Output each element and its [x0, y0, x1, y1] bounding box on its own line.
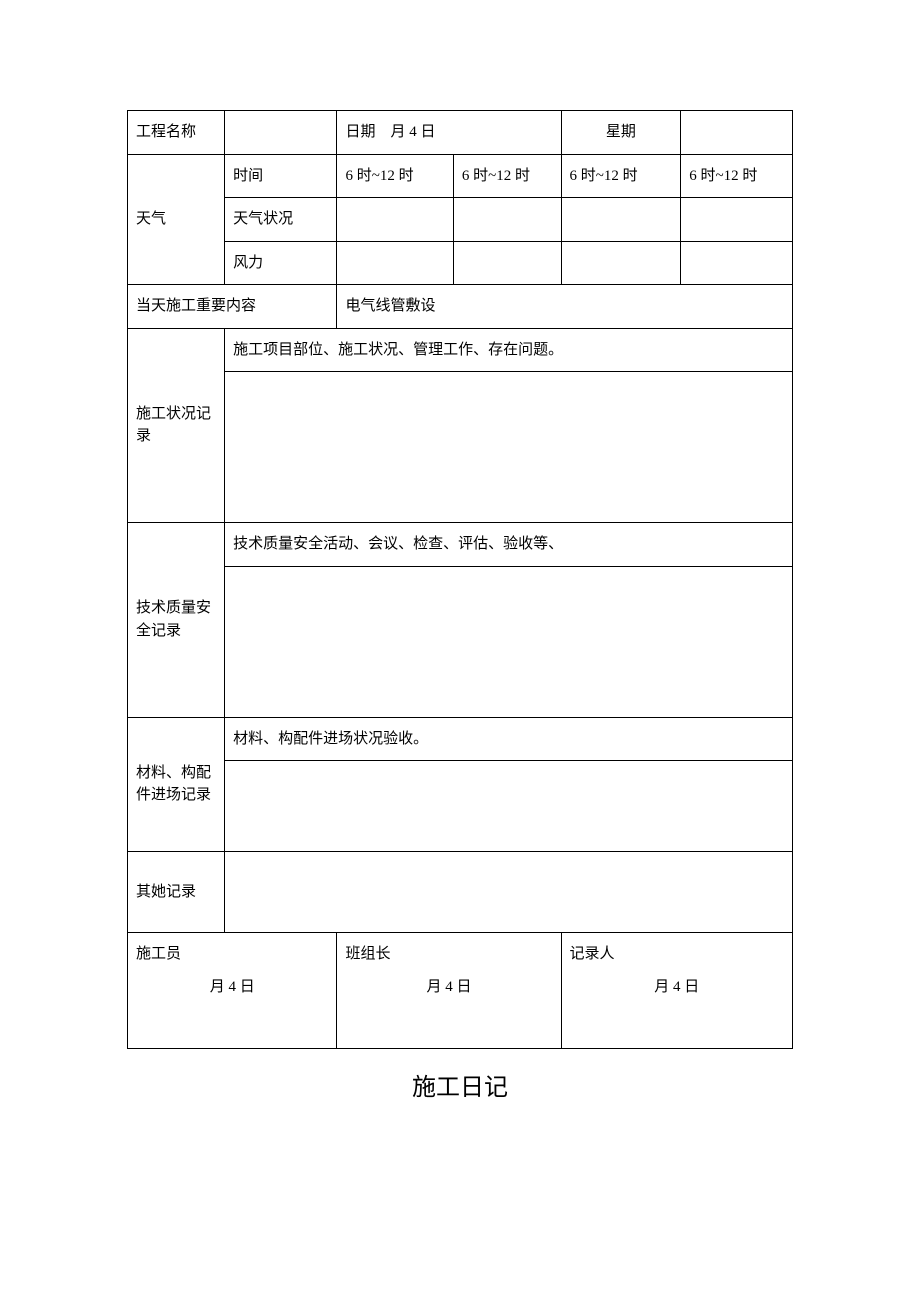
- constructor-signature: 施工员 月 4 日: [128, 933, 337, 1049]
- materials-label: 材料、构配件进场记录: [128, 717, 225, 852]
- project-name-value: [225, 111, 337, 155]
- recorder-label: 记录人: [570, 943, 784, 966]
- weather-wind-label: 风力: [225, 241, 337, 285]
- recorder-signature: 记录人 月 4 日: [561, 933, 792, 1049]
- tech-quality-body: [225, 566, 793, 717]
- teamleader-label: 班组长: [345, 943, 552, 966]
- materials-header: 材料、构配件进场状况验收。: [225, 717, 793, 761]
- weather-condition-label: 天气状况: [225, 198, 337, 242]
- page-title: 施工日记: [127, 1067, 793, 1102]
- construction-status-body: [225, 372, 793, 523]
- main-content-value: 电气线管敷设: [337, 285, 793, 329]
- teamleader-date: 月 4 日: [345, 966, 552, 999]
- weather-condition-1: [453, 198, 561, 242]
- page-container: 工程名称 日期 月 4 日 星期 天气 时间 6 时~12 时 6 时~12 时…: [0, 0, 920, 1102]
- project-name-label: 工程名称: [128, 111, 225, 155]
- other-label: 其她记录: [128, 852, 225, 933]
- construction-log-table: 工程名称 日期 月 4 日 星期 天气 时间 6 时~12 时 6 时~12 时…: [127, 110, 793, 1049]
- constructor-date: 月 4 日: [136, 966, 328, 999]
- weather-wind-1: [453, 241, 561, 285]
- date-value: 月 4 日: [390, 124, 435, 140]
- weather-time-label: 时间: [225, 154, 337, 198]
- construction-status-label: 施工状况记录: [128, 328, 225, 523]
- weather-time-slot-3: 6 时~12 时: [681, 154, 793, 198]
- weather-time-slot-1: 6 时~12 时: [453, 154, 561, 198]
- teamleader-signature: 班组长 月 4 日: [337, 933, 561, 1049]
- date-label: 日期: [345, 124, 375, 140]
- recorder-date: 月 4 日: [570, 966, 784, 999]
- weather-time-slot-0: 6 时~12 时: [337, 154, 453, 198]
- constructor-label: 施工员: [136, 943, 328, 966]
- weather-time-slot-2: 6 时~12 时: [561, 154, 681, 198]
- weather-condition-2: [561, 198, 681, 242]
- date-cell: 日期 月 4 日: [337, 111, 561, 155]
- weather-condition-3: [681, 198, 793, 242]
- main-content-label: 当天施工重要内容: [128, 285, 337, 329]
- weather-section-label: 天气: [128, 154, 225, 285]
- tech-quality-label: 技术质量安全记录: [128, 523, 225, 718]
- other-body: [225, 852, 793, 933]
- materials-body: [225, 761, 793, 852]
- weather-wind-2: [561, 241, 681, 285]
- weather-wind-3: [681, 241, 793, 285]
- construction-status-header: 施工项目部位、施工状况、管理工作、存在问题。: [225, 328, 793, 372]
- weather-wind-0: [337, 241, 453, 285]
- weekday-value: [681, 111, 793, 155]
- tech-quality-header: 技术质量安全活动、会议、检查、评估、验收等、: [225, 523, 793, 567]
- weather-condition-0: [337, 198, 453, 242]
- weekday-label: 星期: [561, 111, 681, 155]
